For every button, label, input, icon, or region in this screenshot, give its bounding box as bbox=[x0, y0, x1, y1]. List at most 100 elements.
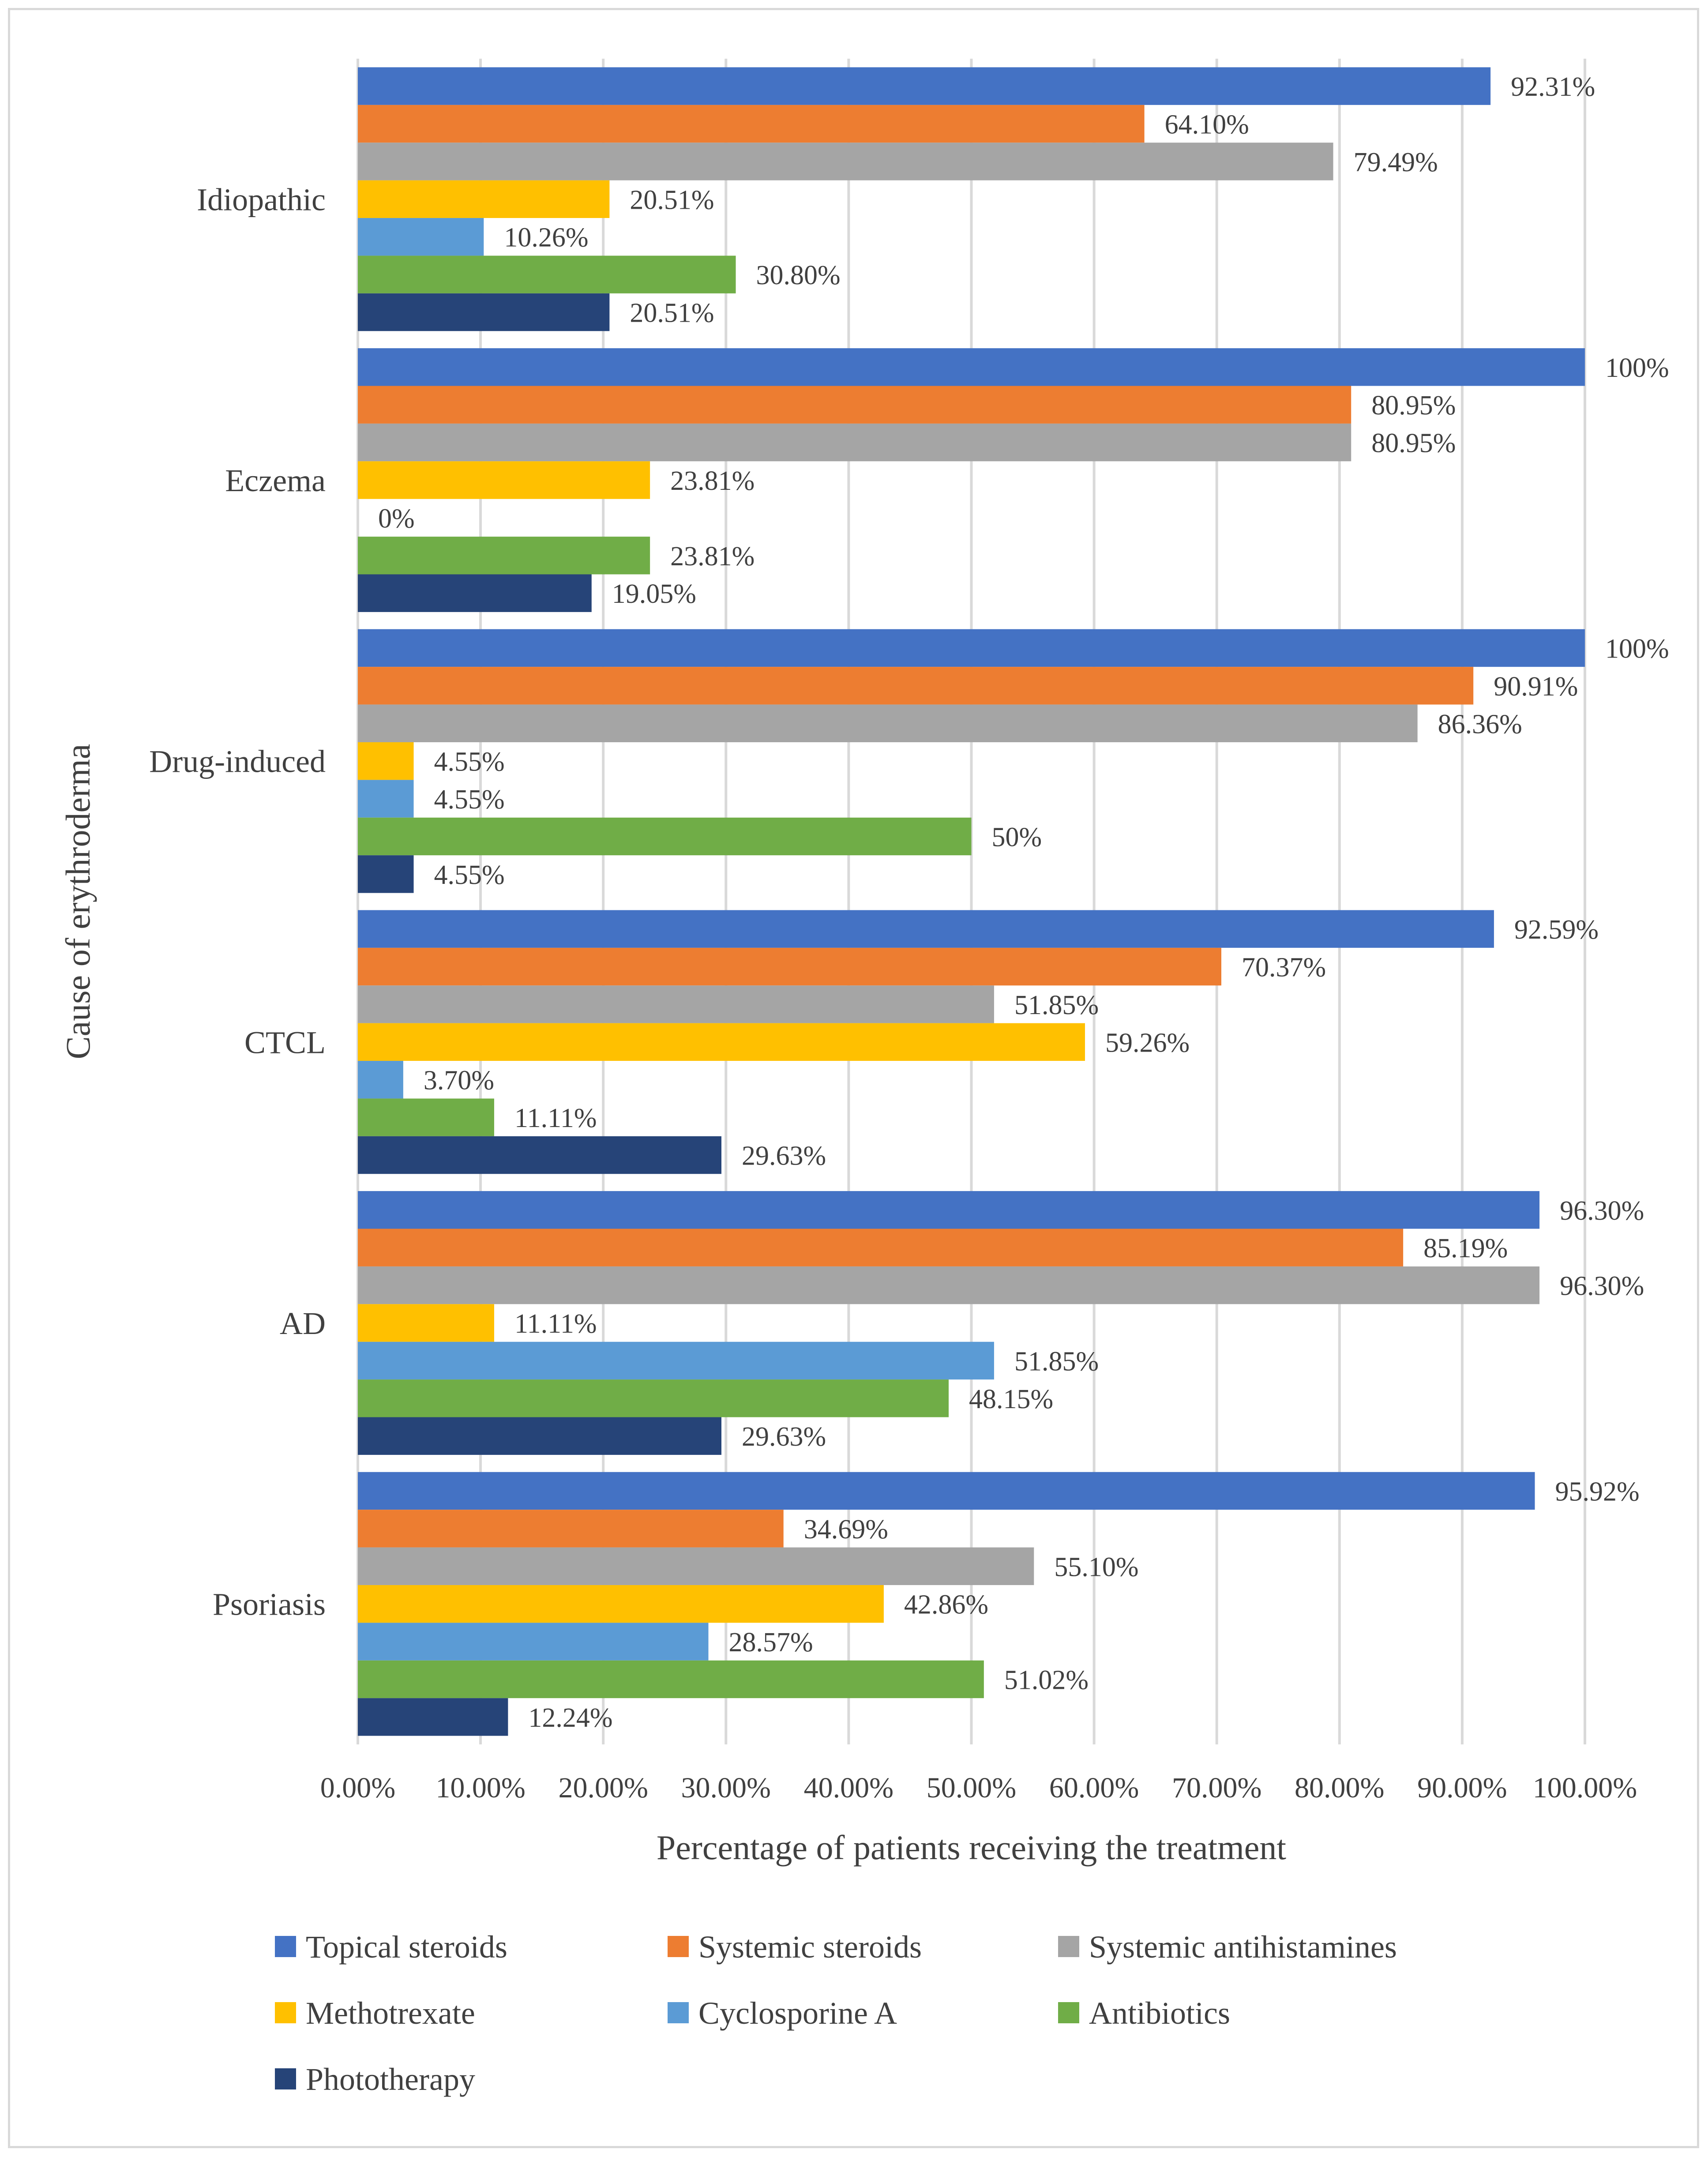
bar bbox=[358, 947, 1221, 986]
bar bbox=[358, 667, 1474, 705]
data-label: 29.63% bbox=[742, 1141, 826, 1171]
bar bbox=[358, 180, 610, 218]
bar bbox=[358, 348, 1585, 386]
data-label: 42.86% bbox=[904, 1590, 988, 1620]
bar bbox=[358, 704, 1418, 742]
x-tick-label: 50.00% bbox=[927, 1772, 1016, 1804]
data-label: 70.37% bbox=[1242, 953, 1326, 983]
bar bbox=[358, 780, 414, 818]
gridlines bbox=[357, 59, 1586, 1744]
legend-swatch bbox=[275, 1936, 296, 1957]
category-label: CTCL bbox=[244, 1025, 326, 1060]
bar bbox=[358, 1023, 1085, 1061]
category-label: Idiopathic bbox=[197, 182, 326, 217]
category-labels: Idiopathic Eczema Drug-induced CTCL AD Psoria… bbox=[149, 182, 326, 1622]
data-label: 100% bbox=[1605, 634, 1669, 664]
x-tick-labels: 0.00% 10.00% 20.00% 30.00% 40.00% 50.00% 60.00… bbox=[320, 1772, 1637, 1804]
bar bbox=[358, 67, 1491, 105]
x-tick-label: 30.00% bbox=[681, 1772, 771, 1804]
legend-label: Antibiotics bbox=[1089, 1995, 1230, 2031]
data-label: 59.26% bbox=[1105, 1028, 1190, 1058]
bar bbox=[358, 1698, 508, 1736]
bar bbox=[358, 1417, 722, 1455]
data-label: 23.81% bbox=[670, 541, 755, 571]
bar bbox=[358, 1342, 994, 1380]
x-tick-label: 40.00% bbox=[804, 1772, 893, 1804]
x-tick-label: 0.00% bbox=[320, 1772, 395, 1804]
data-label: 20.51% bbox=[630, 298, 714, 328]
data-label: 50% bbox=[992, 822, 1042, 852]
data-label: 96.30% bbox=[1560, 1271, 1644, 1301]
category-label: Psoriasis bbox=[213, 1587, 326, 1622]
data-label: 4.55% bbox=[434, 860, 505, 890]
data-labels: 92.31% 64.10% 79.49% 20.51% 10.26% 30.80% 20.5… bbox=[378, 72, 1669, 1733]
bar bbox=[358, 742, 414, 780]
bars bbox=[358, 67, 1585, 1736]
chart-frame: 92.31% 64.10% 79.49% 20.51% 10.26% 30.80% 20.5… bbox=[8, 8, 1699, 2148]
data-label: 12.24% bbox=[528, 1703, 612, 1733]
legend-swatch bbox=[668, 1936, 689, 1957]
bar bbox=[358, 1266, 1540, 1304]
legend-label: Methotrexate bbox=[306, 1995, 475, 2031]
bar bbox=[358, 574, 592, 612]
data-label: 19.05% bbox=[612, 579, 696, 609]
bar bbox=[358, 1229, 1404, 1266]
bar bbox=[358, 1585, 884, 1623]
bar bbox=[358, 386, 1351, 424]
data-label: 51.02% bbox=[1004, 1665, 1089, 1695]
x-tick-label: 60.00% bbox=[1049, 1772, 1139, 1804]
x-tick-label: 80.00% bbox=[1295, 1772, 1384, 1804]
data-label: 100% bbox=[1605, 353, 1669, 383]
data-label: 92.31% bbox=[1511, 72, 1595, 102]
legend-label: Topical steroids bbox=[306, 1929, 507, 1965]
legend-swatch bbox=[1058, 2002, 1079, 2023]
bar bbox=[358, 1623, 709, 1661]
data-label: 23.81% bbox=[670, 466, 755, 496]
bar bbox=[358, 629, 1585, 667]
data-label: 51.85% bbox=[1014, 1346, 1099, 1376]
data-label: 11.11% bbox=[514, 1103, 597, 1133]
category-label: Drug-induced bbox=[149, 744, 326, 779]
data-label: 51.85% bbox=[1014, 990, 1099, 1020]
legend: Topical steroids Systemic steroids Systemi… bbox=[275, 1929, 1397, 2097]
category-label: AD bbox=[280, 1306, 326, 1341]
data-label: 34.69% bbox=[804, 1514, 888, 1544]
bar bbox=[358, 256, 736, 293]
data-label: 90.91% bbox=[1494, 672, 1578, 702]
data-label: 11.11% bbox=[514, 1309, 597, 1339]
data-label: 85.19% bbox=[1423, 1233, 1508, 1263]
x-axis-title: Percentage of patients receiving the tre… bbox=[657, 1828, 1287, 1867]
data-label: 29.63% bbox=[742, 1422, 826, 1452]
y-axis-title: Cause of erythroderma bbox=[59, 744, 97, 1060]
data-label: 48.15% bbox=[969, 1384, 1053, 1414]
data-label: 96.30% bbox=[1560, 1196, 1644, 1226]
data-label: 92.59% bbox=[1514, 915, 1599, 945]
bar bbox=[358, 537, 650, 575]
x-tick-label: 90.00% bbox=[1417, 1772, 1507, 1804]
data-label: 55.10% bbox=[1054, 1552, 1138, 1582]
bar bbox=[358, 985, 994, 1023]
data-label: 20.51% bbox=[630, 185, 714, 215]
bar bbox=[358, 218, 484, 256]
bar bbox=[358, 423, 1351, 462]
bar bbox=[358, 1098, 494, 1136]
bar bbox=[358, 1379, 949, 1417]
bar bbox=[358, 461, 650, 499]
data-label: 79.49% bbox=[1354, 147, 1438, 177]
legend-label: Systemic antihistamines bbox=[1089, 1929, 1397, 1965]
data-label: 10.26% bbox=[504, 223, 588, 253]
bar bbox=[358, 1547, 1034, 1585]
data-label: 64.10% bbox=[1165, 110, 1249, 140]
x-tick-label: 70.00% bbox=[1172, 1772, 1261, 1804]
data-label: 80.95% bbox=[1371, 428, 1456, 458]
legend-swatch bbox=[1058, 1936, 1079, 1957]
data-label: 3.70% bbox=[424, 1066, 494, 1096]
data-label: 95.92% bbox=[1555, 1477, 1640, 1507]
bar-chart: 92.31% 64.10% 79.49% 20.51% 10.26% 30.80% 20.5… bbox=[59, 59, 1669, 2097]
bar bbox=[358, 1510, 784, 1548]
bar bbox=[358, 1136, 722, 1174]
bar bbox=[358, 1472, 1535, 1510]
data-label: 4.55% bbox=[434, 785, 505, 815]
legend-label: Phototherapy bbox=[306, 2062, 475, 2097]
legend-swatch bbox=[668, 2002, 689, 2023]
